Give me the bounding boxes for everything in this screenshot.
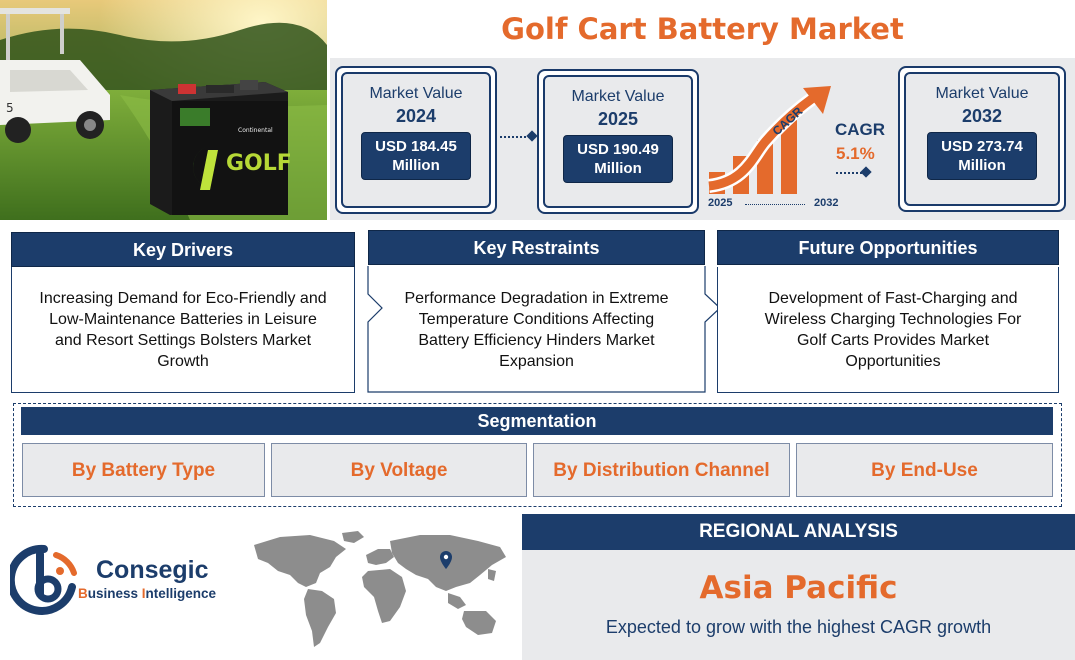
logo-tagline: Business Intelligence: [78, 586, 216, 601]
consegic-logo-icon: [10, 544, 77, 615]
logo-tagline-i: I: [141, 586, 146, 601]
future-opportunities-text: Development of Fast-Charging and Wireles…: [717, 267, 1059, 393]
logo-tagline-part2: ntelligence: [145, 586, 217, 601]
market-value-amount-line1: USD 273.74: [941, 138, 1023, 155]
market-value-card-inner: Market Value 2032 USD 273.74 Million: [904, 72, 1060, 206]
market-value-card-2025: Market Value 2025 USD 190.49 Million: [537, 69, 699, 214]
golf-cart-icon: 5: [0, 8, 110, 143]
key-restraints-panel: Key Restraints Performance Degradation i…: [368, 230, 705, 394]
svg-text:Continental: Continental: [238, 127, 273, 134]
cagr-growth-arrow-icon: CAGR: [707, 86, 831, 194]
regional-leading-region: Asia Pacific: [699, 570, 898, 606]
market-value-amount-line2: Million: [958, 157, 1006, 174]
connector-dots: [500, 136, 530, 138]
svg-text:GOLF: GOLF: [226, 151, 292, 176]
map-pin-icon: [440, 551, 452, 569]
page-title: Golf Cart Battery Market: [501, 12, 904, 46]
segment-by-end-use[interactable]: By End-Use: [796, 443, 1053, 497]
market-value-amount-line1: USD 184.45: [375, 138, 457, 155]
market-value-amount-line2: Million: [594, 160, 642, 177]
svg-text:5: 5: [6, 101, 14, 115]
connector-dots: [836, 172, 862, 174]
key-drivers-panel: Key Drivers Increasing Demand for Eco-Fr…: [11, 232, 355, 394]
regional-description: Expected to grow with the highest CAGR g…: [605, 617, 992, 637]
segmentation-heading: Segmentation: [21, 407, 1053, 435]
market-value-card-inner: Market Value 2024 USD 184.45 Million: [341, 72, 491, 208]
market-value-year: 2032: [961, 106, 1003, 126]
market-value-card-inner: Market Value 2025 USD 190.49 Million: [543, 75, 693, 208]
segmentation-frame: [13, 403, 1062, 507]
logo-tagline-b: B: [78, 586, 88, 601]
key-drivers-heading: Key Drivers: [11, 232, 355, 267]
future-opportunities-heading: Future Opportunities: [717, 230, 1059, 265]
cagr-start-year: 2025: [708, 197, 733, 209]
market-value-card-2024: Market Value 2024 USD 184.45 Million: [335, 66, 497, 214]
market-value-year: 2025: [597, 109, 639, 129]
market-value-label: Market Value: [571, 88, 665, 105]
battery-icon: Continental GOLF: [150, 80, 292, 215]
cagr-year-connector: [745, 204, 805, 205]
key-restraints-outline: [367, 266, 721, 393]
market-value-amount-line1: USD 190.49: [577, 141, 659, 158]
market-value-year: 2024: [395, 106, 437, 126]
cagr-title: CAGR: [835, 120, 886, 139]
market-value-label: Market Value: [935, 85, 1029, 102]
key-restraints-heading: Key Restraints: [368, 230, 705, 265]
market-value-amount: USD 273.74 Million: [927, 132, 1037, 180]
world-map-icon: [254, 531, 506, 647]
segment-by-battery-type[interactable]: By Battery Type: [22, 443, 265, 497]
logo-name: Consegic: [96, 556, 209, 584]
hero-image: 5 Continental GOLF: [0, 0, 327, 220]
market-value-amount: USD 184.45 Million: [361, 132, 471, 180]
segment-by-voltage[interactable]: By Voltage: [271, 443, 527, 497]
market-value-label: Market Value: [369, 85, 463, 102]
market-value-card-2032: Market Value 2032 USD 273.74 Million: [898, 66, 1066, 212]
market-value-amount: USD 190.49 Million: [563, 135, 673, 183]
cagr-end-year: 2032: [814, 197, 839, 209]
cagr-value: 5.1%: [836, 144, 875, 163]
regional-analysis-heading: REGIONAL ANALYSIS: [522, 514, 1075, 550]
segment-by-distribution-channel[interactable]: By Distribution Channel: [533, 443, 790, 497]
key-restraints-text: Performance Degradation in Extreme Tempe…: [404, 290, 669, 370]
future-opportunities-panel: Future Opportunities Development of Fast…: [717, 230, 1059, 394]
regional-analysis-panel: [522, 550, 1075, 660]
logo-tagline-part1: usiness: [87, 586, 142, 601]
key-drivers-text: Increasing Demand for Eco-Friendly and L…: [11, 267, 355, 393]
market-value-amount-line2: Million: [392, 157, 440, 174]
